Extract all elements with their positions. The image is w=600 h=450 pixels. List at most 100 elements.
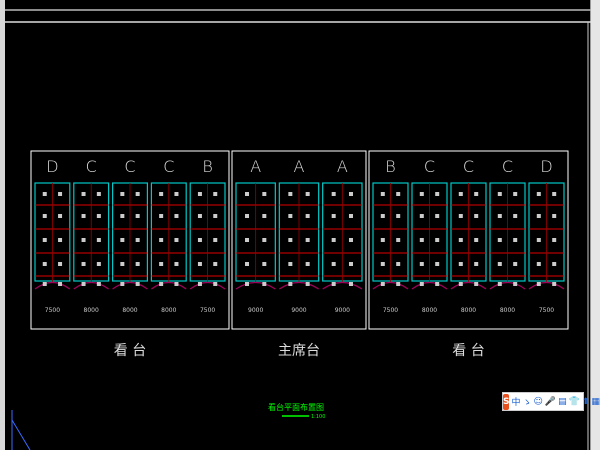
seat-mark	[305, 214, 310, 218]
seat-mark	[174, 214, 179, 218]
seat-mark	[536, 214, 541, 218]
seat-mark	[497, 214, 502, 218]
seat-mark	[513, 238, 518, 242]
seat-mark	[58, 282, 63, 286]
seat-mark	[513, 262, 518, 266]
column-width-label: 7500	[45, 307, 60, 314]
ime-skin-icon[interactable]: 👕	[568, 396, 580, 407]
edge-arc	[189, 281, 226, 290]
ime-item[interactable]: ゝ	[522, 398, 532, 408]
seat-mark	[331, 262, 336, 266]
seating-column: C 8000	[111, 157, 148, 314]
section-caption: 看 台	[114, 343, 146, 359]
seat-mark	[497, 282, 502, 286]
seat-mark	[120, 282, 125, 286]
seat-mark	[513, 282, 518, 286]
seat-mark	[213, 238, 218, 242]
seat-mark	[458, 282, 463, 286]
ime-emoji-icon[interactable]: ☺	[533, 396, 543, 407]
edge-arc	[450, 281, 487, 290]
seat-mark	[135, 238, 140, 242]
column-grid-label: C	[163, 157, 174, 176]
seat-mark	[197, 214, 202, 218]
seat-mark	[458, 238, 463, 242]
ime-mode[interactable]: 中	[511, 398, 521, 408]
ime-toolbar[interactable]: S 中 ゝ ☺ 🎤 ▤ 👕 ⬆ ▦	[502, 392, 600, 411]
seating-column: C 8000	[150, 157, 187, 314]
column-width-label: 8000	[422, 307, 437, 314]
seat-mark	[380, 262, 385, 266]
seat-mark	[348, 238, 353, 242]
ucs-axis-icon	[11, 410, 31, 450]
seat-mark	[331, 282, 336, 286]
seat-mark	[245, 192, 250, 196]
section-frame	[368, 150, 569, 330]
sogou-logo-icon[interactable]: S	[503, 393, 510, 410]
ime-voice-icon[interactable]: 🎤	[544, 396, 557, 407]
edge-arc	[34, 281, 71, 290]
edge-arc	[235, 281, 276, 290]
seat-mark	[213, 282, 218, 286]
seat-mark	[58, 262, 63, 266]
seat-mark	[174, 192, 179, 196]
seat-mark	[135, 192, 140, 196]
seat-mark	[348, 262, 353, 266]
seat-mark	[174, 282, 179, 286]
ime-upload-icon[interactable]: ⬆	[581, 396, 590, 407]
seat-mark	[135, 214, 140, 218]
seat-mark	[213, 262, 218, 266]
seat-mark	[96, 192, 101, 196]
ime-menu-icon[interactable]: ▦	[591, 396, 600, 407]
seat-mark	[380, 238, 385, 242]
seat-mark	[288, 262, 293, 266]
column-width-label: 7500	[200, 307, 215, 314]
left-edge-bar	[0, 0, 5, 450]
seat-mark	[159, 192, 164, 196]
seat-mark	[42, 214, 47, 218]
seat-mark	[348, 214, 353, 218]
seating-column: C 8000	[450, 157, 487, 314]
seat-mark	[81, 238, 86, 242]
column-grid-label: D	[46, 157, 58, 176]
column-width-label: 9000	[248, 307, 263, 314]
seat-mark	[159, 214, 164, 218]
edge-arc	[73, 281, 109, 290]
ime-keyboard-icon[interactable]: ▤	[558, 396, 567, 407]
seat-mark	[96, 238, 101, 242]
drawing-title: 看台平面布置图	[268, 402, 324, 412]
seating-column: C 8000	[489, 157, 526, 314]
seat-mark	[435, 214, 440, 218]
column-width-label: 7500	[539, 307, 554, 314]
seat-mark	[552, 262, 557, 266]
edge-arc	[411, 281, 448, 290]
seat-mark	[262, 238, 267, 242]
seat-mark	[396, 262, 401, 266]
seating-column: A 9000	[235, 157, 276, 314]
seat-mark	[245, 282, 250, 286]
seat-mark	[262, 262, 267, 266]
seating-column: A 9000	[322, 157, 363, 314]
seat-mark	[435, 282, 440, 286]
seat-mark	[245, 214, 250, 218]
seat-mark	[474, 282, 479, 286]
seat-mark	[81, 214, 86, 218]
seat-mark	[305, 282, 310, 286]
seat-mark	[536, 282, 541, 286]
edge-arc	[112, 281, 148, 290]
column-grid-label: B	[202, 157, 212, 176]
column-grid-label: B	[385, 157, 395, 176]
seat-mark	[474, 214, 479, 218]
seating-column: B 7500	[189, 157, 226, 314]
column-grid-label: A	[337, 157, 348, 176]
seat-mark	[348, 192, 353, 196]
edge-arc	[528, 281, 565, 290]
seat-mark	[213, 214, 218, 218]
seat-mark	[552, 214, 557, 218]
seat-mark	[458, 214, 463, 218]
seat-mark	[245, 262, 250, 266]
vertical-scrollbar[interactable]	[590, 0, 600, 450]
seat-mark	[213, 192, 218, 196]
seat-mark	[305, 192, 310, 196]
section-frame	[30, 150, 230, 330]
